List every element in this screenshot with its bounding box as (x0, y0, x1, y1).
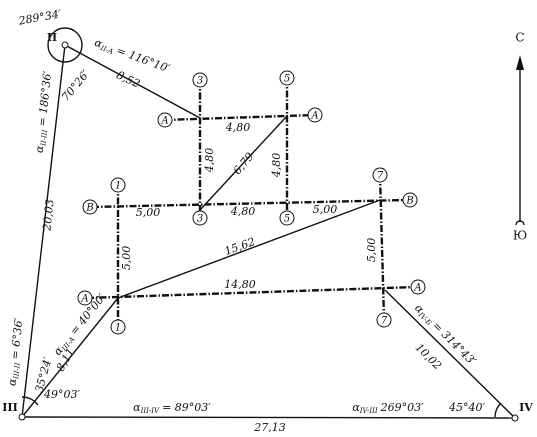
labels: 289°34′ II 70°26′ 35°24′ 49°03′ 45°40′ I… (2, 7, 533, 434)
marker-label: В (405, 196, 413, 207)
traverse-line (21, 416, 516, 419)
bearing-sub: II-A (98, 44, 114, 56)
bearing-sub: IV-III (359, 407, 378, 415)
marker-circle (402, 192, 418, 208)
bearing: αIV-III 269°03′ (352, 401, 424, 415)
diagonal (199, 115, 288, 211)
marker-circle (110, 319, 126, 335)
marker-label: 3 (197, 214, 203, 225)
station-label: III (2, 401, 17, 414)
bearing-text: = 89°03′ (162, 401, 211, 414)
tie-line (117, 199, 381, 299)
bearing-sub: III-II (12, 362, 22, 380)
angle-arc (494, 403, 501, 418)
marker-circle (82, 199, 98, 215)
marker-circle (279, 70, 295, 86)
bearing-symbol: α (33, 144, 47, 153)
marker-circle (77, 290, 93, 306)
lines (18, 27, 525, 422)
marker-label: 7 (381, 316, 388, 327)
compass-label: С (515, 31, 524, 45)
angle-arc (21, 396, 39, 406)
distance: 10,02 (413, 341, 444, 372)
marker-label: А (310, 111, 319, 122)
distance: 14,80 (224, 278, 256, 291)
angle: 49°03′ (43, 388, 80, 401)
marker-circle (372, 167, 388, 183)
angle: 70°26′ (59, 67, 92, 103)
marker-label: 1 (115, 181, 121, 192)
bearing: αIII-IV = 89°03′ (133, 401, 211, 415)
bearing-sub: II-III (39, 129, 49, 147)
distance: 5,00 (365, 238, 378, 263)
arrow-tail (515, 220, 525, 226)
bearing: αII-A= 116°10′ (92, 36, 172, 76)
distance: 15,62 (223, 235, 257, 258)
station (511, 414, 519, 422)
axis-line (378, 174, 386, 319)
tie-line (64, 44, 201, 119)
distance: 20,03 (40, 199, 56, 233)
arrow-head (516, 55, 524, 70)
marker-label: А (413, 283, 422, 294)
bearing-symbol: α (352, 401, 360, 414)
distance: 8,52 (114, 68, 142, 90)
marker-label: 3 (197, 76, 203, 87)
distance: 27,13 (253, 421, 286, 434)
bearing-symbol: α (93, 36, 105, 51)
tie-line (21, 297, 119, 418)
marker-circle (110, 177, 126, 193)
marker-label: 1 (115, 323, 121, 334)
bearing-symbol: α (5, 377, 19, 386)
marker-circle (279, 210, 295, 226)
marker-label: А (80, 294, 89, 305)
marker-circle (410, 279, 426, 295)
distance: 4,80 (225, 121, 251, 134)
bearing: αII-III = 186°36′ (33, 70, 56, 154)
bearing: αIII-II = 6°36′ (5, 317, 26, 387)
distance: 4,80 (270, 153, 283, 179)
distance: 5,00 (120, 246, 133, 271)
marker-label: 5 (284, 214, 290, 225)
distance: 4,80 (203, 148, 216, 174)
station-label: IV (519, 401, 533, 414)
marker-circle (307, 107, 323, 123)
angle: 45°40′ (448, 401, 485, 414)
markers: 3 5 А А В 1 3 5 7 В А А 1 7 (77, 70, 426, 335)
station (61, 41, 69, 49)
distance: 6,79 (231, 150, 257, 177)
distance: 4,80 (230, 205, 256, 218)
station-label: II (47, 31, 57, 44)
compass-label: Ю (513, 229, 527, 243)
marker-label: 5 (284, 74, 290, 85)
marker-circle (192, 72, 208, 88)
distance: 5,00 (313, 203, 338, 216)
bearing-text: = 6°36′ (8, 317, 25, 360)
axis-line (91, 198, 409, 209)
marker-circle (192, 210, 208, 226)
marker-circle (157, 112, 173, 128)
bearing-text: 269°03′ (380, 401, 424, 414)
station (18, 413, 26, 421)
traverse-line (21, 44, 66, 418)
angle-arc (47, 27, 83, 63)
bearing-sub: III-IV (140, 407, 160, 415)
angle: 289°34′ (17, 7, 63, 28)
marker-circle (376, 312, 392, 328)
marker-label: В (85, 203, 93, 214)
axis-line (86, 285, 417, 300)
bearing-symbol: α (133, 401, 141, 414)
tie-line (384, 289, 516, 419)
marker-label: А (160, 116, 169, 127)
axis-line (164, 113, 316, 122)
bearing-text: = 186°36′ (36, 70, 55, 127)
marker-label: 7 (377, 171, 384, 182)
distance: 5,00 (136, 206, 161, 219)
